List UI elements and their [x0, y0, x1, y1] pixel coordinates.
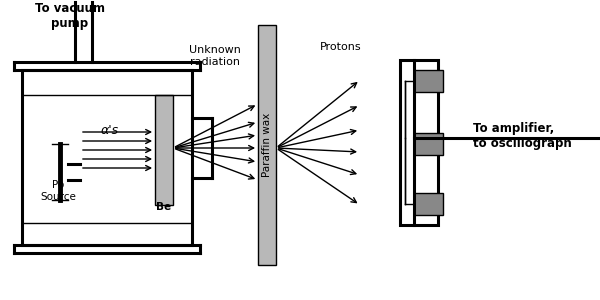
- Bar: [400, 60, 438, 225]
- Bar: [414, 133, 443, 155]
- Text: Be: Be: [157, 202, 172, 212]
- Text: α's: α's: [101, 124, 119, 136]
- Bar: [258, 25, 276, 265]
- Text: Unknown
radiation: Unknown radiation: [189, 45, 241, 67]
- Bar: [155, 95, 173, 205]
- Bar: [414, 193, 443, 215]
- Text: Po
Source: Po Source: [40, 180, 76, 202]
- Text: To vacuum
pump: To vacuum pump: [35, 2, 105, 30]
- Bar: [22, 70, 192, 245]
- Text: Paraffin wax: Paraffin wax: [262, 113, 272, 177]
- Text: Protons: Protons: [320, 42, 362, 52]
- Bar: [414, 70, 443, 92]
- Text: To amplifier,
to oscillograph: To amplifier, to oscillograph: [473, 122, 572, 150]
